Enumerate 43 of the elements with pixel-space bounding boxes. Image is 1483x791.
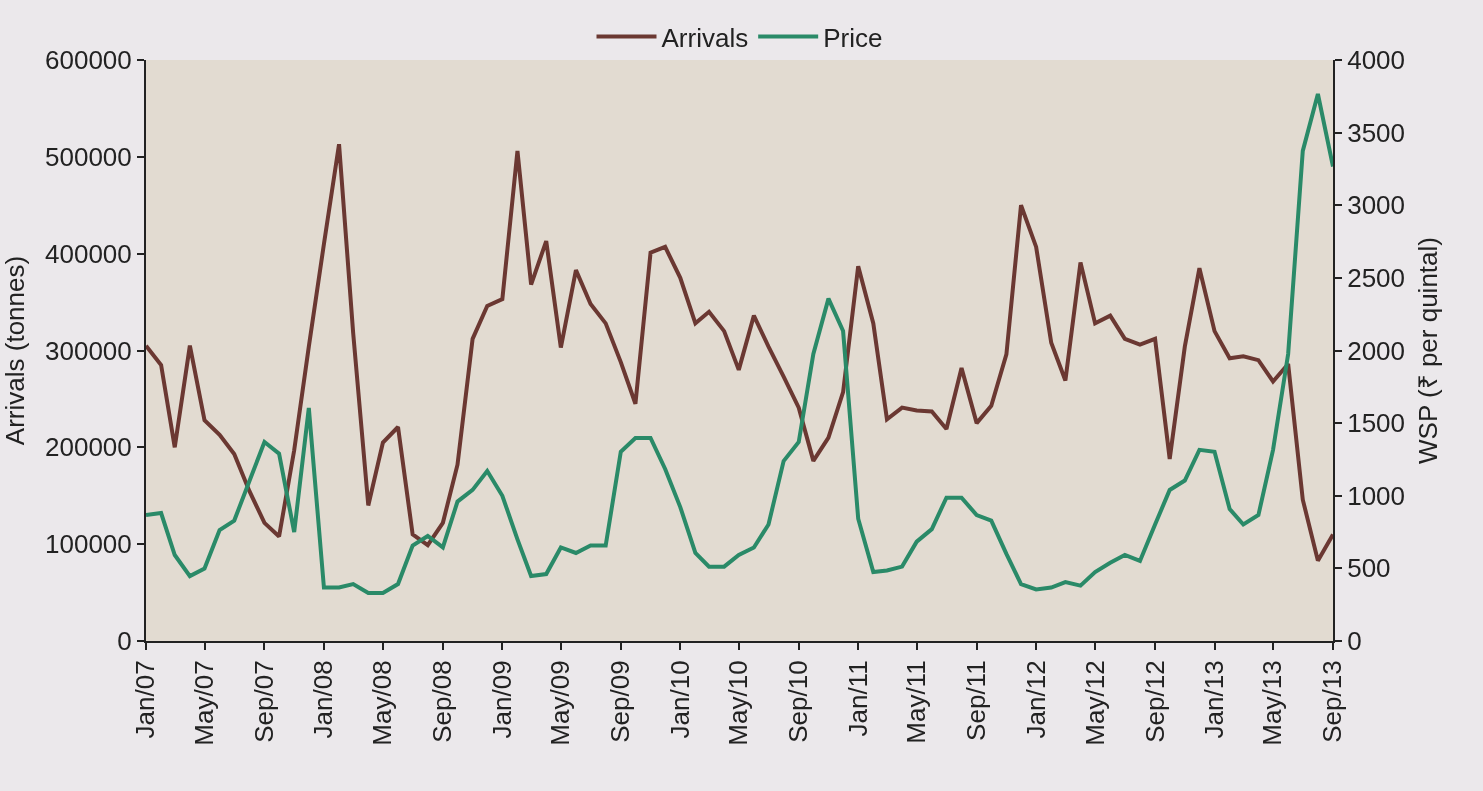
y2-tick-label: 500 (1347, 553, 1391, 584)
x-tick-label: Jan/12 (1020, 660, 1051, 739)
y2-axis-title: WSP (₹ per quintal) (1413, 237, 1444, 464)
line-series (146, 91, 1333, 596)
y-tick-label: 200000 (45, 432, 132, 463)
y2-tick-label: 2500 (1347, 262, 1406, 293)
y-tick-label: 300000 (45, 335, 132, 366)
x-tick-label: May/13 (1257, 660, 1288, 746)
x-tick-label: Sep/10 (783, 660, 814, 743)
legend-label: Arrivals (661, 22, 749, 53)
y2-tick-label: 3000 (1347, 190, 1406, 221)
x-tick-label: Jan/08 (308, 660, 339, 739)
y-tick-label: 600000 (45, 45, 132, 76)
y-tick-label: 100000 (45, 529, 132, 560)
x-tick-label: Jan/09 (486, 660, 517, 739)
x-tick-label: Jan/07 (130, 660, 161, 739)
y2-tick-label: 3500 (1347, 117, 1406, 148)
x-tick-label: Sep/12 (1139, 660, 1170, 743)
x-tick-label: May/10 (723, 660, 754, 746)
legend-label: Price (823, 22, 883, 53)
y2-tick-label: 1000 (1347, 480, 1406, 511)
y2-tick-label: 0 (1347, 626, 1362, 657)
x-tick-label: May/07 (188, 660, 219, 746)
y2-tick-label: 1500 (1347, 408, 1406, 439)
y-axis-title: Arrivals (tonnes) (0, 255, 30, 446)
x-tick-label: Jan/13 (1198, 660, 1229, 739)
x-tick-label: Sep/07 (248, 660, 279, 743)
line-series (146, 142, 1333, 563)
y-tick-label: 400000 (45, 238, 132, 269)
x-tick-label: May/08 (367, 660, 398, 746)
x-tick-label: Sep/13 (1317, 660, 1348, 743)
x-tick-label: Sep/09 (605, 660, 636, 743)
x-tick-label: May/09 (545, 660, 576, 746)
x-tick-label: Jan/10 (664, 660, 695, 739)
x-tick-label: Sep/11 (961, 660, 992, 741)
x-tick-label: Sep/08 (427, 660, 458, 743)
y2-tick-label: 2000 (1347, 335, 1406, 366)
y-tick-label: 0 (117, 626, 132, 657)
x-tick-label: May/11 (901, 660, 932, 744)
x-tick-label: Jan/11 (842, 660, 873, 737)
y-tick-label: 500000 (45, 141, 132, 172)
y2-tick-label: 4000 (1347, 45, 1406, 76)
x-tick-label: May/12 (1079, 660, 1110, 746)
